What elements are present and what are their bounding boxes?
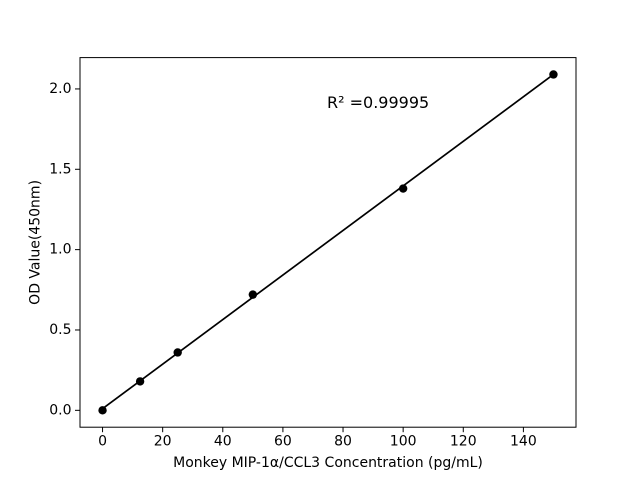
y-tick-label: 0.0	[49, 402, 71, 418]
plot-frame	[79, 57, 577, 428]
x-tick-label: 100	[390, 434, 417, 450]
y-tick-label: 2.0	[49, 81, 71, 97]
data-point	[248, 290, 258, 299]
y-axis-title: OD Value(450nm)	[28, 180, 44, 305]
y-tick-label: 0.5	[49, 322, 71, 338]
x-tick-label: 140	[510, 434, 537, 450]
data-point	[173, 348, 182, 357]
series-layer	[98, 70, 558, 415]
x-tick-label: 0	[98, 434, 107, 450]
x-tick-label: 40	[214, 434, 232, 450]
x-tick-label: 120	[450, 434, 477, 450]
x-tick-label: 20	[154, 434, 172, 450]
x-axis-title: Monkey MIP-1α/CCL3 Concentration (pg/mL)	[173, 455, 483, 471]
y-tick-label: 1.0	[49, 242, 71, 258]
data-point	[135, 377, 145, 386]
ticks-layer: 0 20 40 60 80 100 120 140 0.0 0.5 1.0 1.5 2.0	[49, 81, 537, 450]
data-point	[549, 70, 558, 79]
r-squared-annotation: R² =0.99995	[327, 93, 429, 112]
trend-line	[102, 73, 554, 410]
data-point	[398, 184, 408, 193]
x-tick-label: 80	[334, 434, 352, 450]
x-tick-label: 60	[274, 434, 292, 450]
y-tick-label: 1.5	[49, 161, 71, 177]
data-point	[98, 406, 107, 415]
